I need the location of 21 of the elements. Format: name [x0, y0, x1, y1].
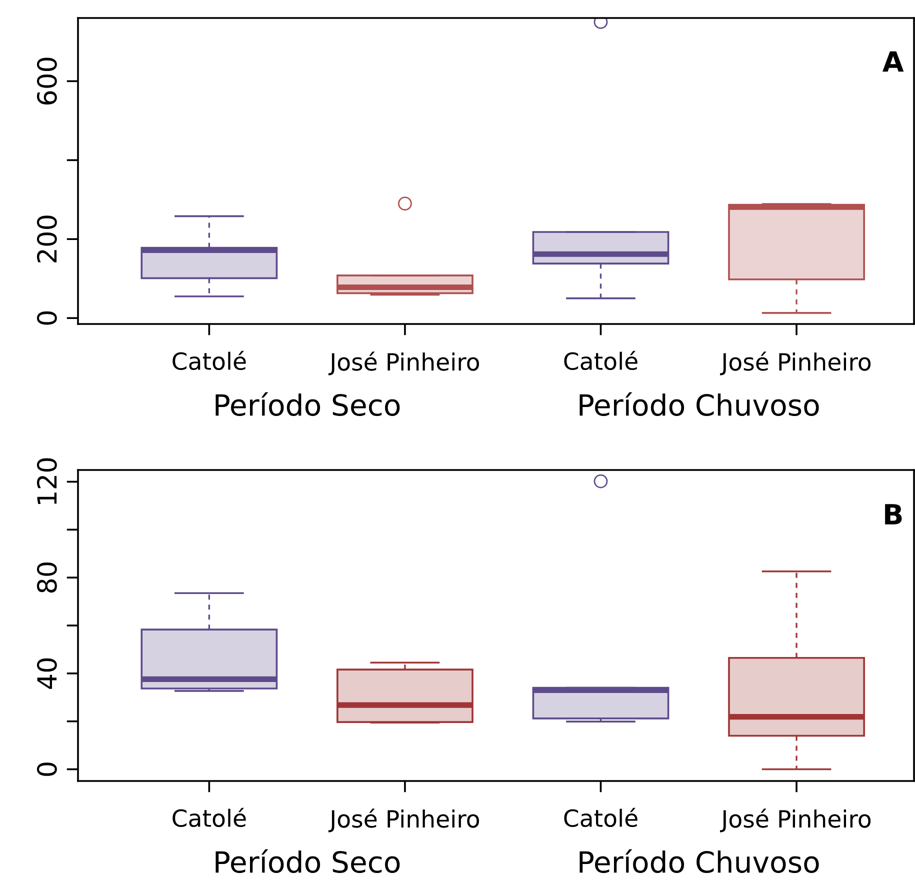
- x-tick-label: José Pinheiro: [328, 808, 479, 832]
- y-tick-label: 120: [36, 458, 57, 504]
- text: Período Seco: [216, 392, 400, 416]
- y-tick-label: 200: [36, 216, 57, 262]
- y-tick-label: 0: [36, 311, 57, 325]
- x-tick-label: Catolé: [172, 808, 246, 828]
- y-tick-label: 80: [36, 562, 57, 593]
- y-tick-label: 40: [36, 658, 57, 689]
- x-tick-label: José Pinheiro: [720, 808, 871, 832]
- y-tick-label: 600: [36, 58, 57, 105]
- x-tick-label: Catolé: [564, 350, 638, 370]
- x-tick-label: José Pinheiro: [328, 352, 479, 376]
- text: Período Chuvoso: [580, 849, 819, 874]
- y-tick-label: 0: [36, 762, 57, 776]
- annotation: B: [885, 504, 902, 524]
- x-tick-label: Catolé: [172, 350, 246, 370]
- x-tick-label: Catolé: [564, 808, 638, 828]
- text: Período Chuvoso: [580, 392, 819, 416]
- x-tick-label: José Pinheiro: [720, 352, 871, 376]
- text: Período Seco: [216, 849, 400, 874]
- annotation: A: [882, 51, 904, 72]
